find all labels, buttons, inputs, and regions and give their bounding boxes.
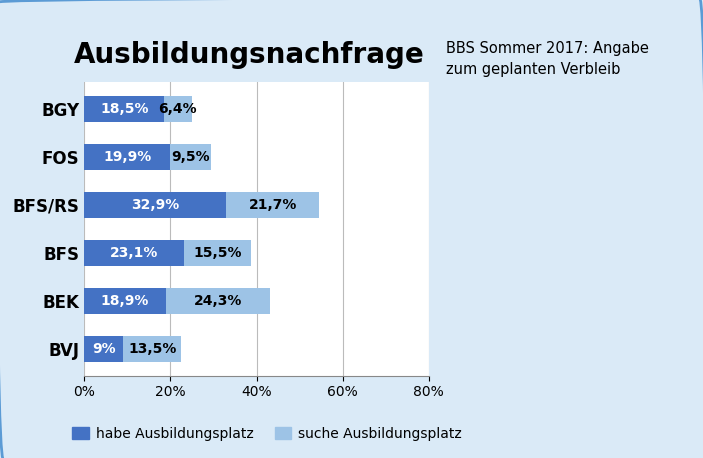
Bar [170, 144, 211, 170]
Bar [84, 192, 226, 218]
Text: BBS Sommer 2017: Angabe
zum geplanten Verbleib: BBS Sommer 2017: Angabe zum geplanten Ve… [446, 41, 650, 77]
Text: 15,5%: 15,5% [193, 246, 241, 260]
Text: 6,4%: 6,4% [158, 102, 197, 116]
Text: 18,9%: 18,9% [101, 294, 149, 308]
Text: 9,5%: 9,5% [172, 150, 209, 164]
Text: 24,3%: 24,3% [194, 294, 243, 308]
Text: 32,9%: 32,9% [131, 198, 179, 212]
Bar [183, 240, 250, 266]
Bar [164, 96, 192, 122]
Text: 19,9%: 19,9% [103, 150, 151, 164]
Text: 21,7%: 21,7% [249, 198, 297, 212]
Bar [84, 96, 164, 122]
Bar [226, 192, 319, 218]
Text: 9%: 9% [92, 342, 115, 356]
Bar [84, 288, 166, 314]
Text: Ausbildungsnachfrage: Ausbildungsnachfrage [75, 41, 425, 69]
Bar [166, 288, 271, 314]
Legend: habe Ausbildungsplatz, suche Ausbildungsplatz: habe Ausbildungsplatz, suche Ausbildungs… [67, 421, 467, 447]
Bar [123, 336, 181, 362]
Text: 23,1%: 23,1% [110, 246, 158, 260]
Bar [84, 144, 170, 170]
Text: 13,5%: 13,5% [128, 342, 176, 356]
Text: 18,5%: 18,5% [100, 102, 148, 116]
Bar [84, 240, 183, 266]
Bar [84, 336, 123, 362]
